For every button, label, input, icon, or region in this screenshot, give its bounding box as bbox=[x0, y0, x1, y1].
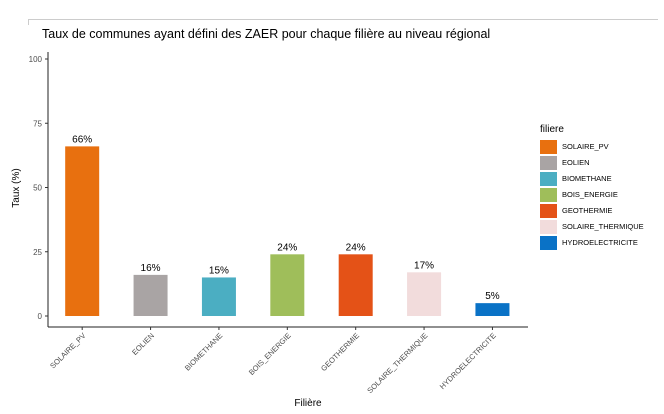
bar-solaire_thermique bbox=[407, 272, 442, 316]
data-label: 16% bbox=[141, 263, 161, 274]
legend-item: GEOTHERMIE bbox=[540, 203, 644, 218]
legend-label: BOIS_ENERGIE bbox=[562, 190, 618, 199]
legend-item: BOIS_ENERGIE bbox=[540, 187, 644, 202]
bar-geothermie bbox=[338, 254, 373, 316]
data-label: 66% bbox=[72, 134, 92, 145]
data-label: 24% bbox=[277, 242, 297, 253]
bar-eolien bbox=[133, 274, 168, 316]
bar-solaire_pv bbox=[65, 146, 100, 316]
y-tick-label: 100 bbox=[29, 55, 43, 64]
legend: filiere SOLAIRE_PV EOLIEN BIOMETHANE BOIS_E… bbox=[540, 124, 644, 251]
x-tick-label: SOLAIRE_THERMIQUE bbox=[365, 331, 429, 395]
data-label: 5% bbox=[485, 291, 500, 302]
y-axis-title: Taux (%) bbox=[11, 168, 22, 207]
data-label: 15% bbox=[209, 265, 229, 276]
legend-color-key bbox=[540, 139, 557, 154]
data-label: 17% bbox=[414, 260, 434, 271]
legend-color-key bbox=[540, 235, 557, 250]
x-tick-label: BOIS_ENERGIE bbox=[247, 331, 293, 377]
legend-color-key bbox=[540, 155, 557, 170]
x-tick-label: HYDROELECTRICITE bbox=[438, 331, 498, 391]
legend-label: GEOTHERMIE bbox=[562, 206, 613, 215]
legend-item: EOLIEN bbox=[540, 155, 644, 170]
chart-title: Taux de communes ayant défini des ZAER p… bbox=[42, 27, 491, 41]
x-tick-label: GEOTHERMIE bbox=[319, 331, 361, 373]
legend-item: SOLAIRE_PV bbox=[540, 139, 644, 154]
bar-bois_energie bbox=[270, 254, 305, 316]
legend-color-key bbox=[540, 187, 557, 202]
legend-label: SOLAIRE_THERMIQUE bbox=[562, 222, 644, 231]
y-tick-label: 50 bbox=[33, 184, 42, 193]
legend-item: SOLAIRE_THERMIQUE bbox=[540, 219, 644, 234]
legend-color-key bbox=[540, 219, 557, 234]
legend-label: EOLIEN bbox=[562, 158, 590, 167]
bar-hydroelectricite bbox=[475, 303, 510, 316]
legend-label: BIOMETHANE bbox=[562, 174, 612, 183]
legend-label: HYDROELECTRICITE bbox=[562, 238, 638, 247]
x-tick-label: EOLIEN bbox=[130, 331, 156, 357]
y-tick-label: 0 bbox=[38, 312, 43, 321]
y-tick-label: 75 bbox=[33, 119, 42, 128]
legend-color-key bbox=[540, 203, 557, 218]
legend-item: HYDROELECTRICITE bbox=[540, 235, 644, 250]
top-border-tick bbox=[28, 19, 29, 25]
y-tick-label: 25 bbox=[33, 248, 42, 257]
data-label: 24% bbox=[346, 242, 366, 253]
x-tick-label: SOLAIRE_PV bbox=[48, 331, 87, 370]
top-border-line bbox=[28, 19, 658, 20]
bar-biomethane bbox=[201, 277, 236, 316]
legend-item: BIOMETHANE bbox=[540, 171, 644, 186]
legend-label: SOLAIRE_PV bbox=[562, 142, 609, 151]
x-axis-title: Filière bbox=[294, 398, 322, 409]
legend-title: filiere bbox=[540, 124, 564, 135]
legend-color-key bbox=[540, 171, 557, 186]
x-tick-label: BIOMETHANE bbox=[183, 331, 224, 372]
